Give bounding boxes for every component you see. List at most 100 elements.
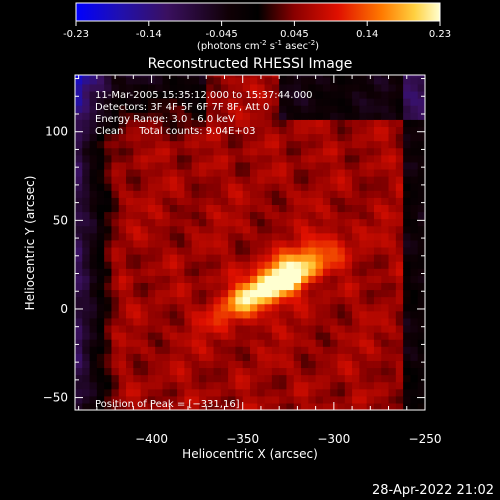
heatmap-cell	[220, 254, 229, 262]
heatmap-cell	[388, 388, 397, 397]
heatmap-cell	[147, 268, 156, 276]
heatmap-cell	[301, 140, 309, 149]
heatmap-cell	[118, 83, 127, 92]
heatmap-cell	[155, 395, 164, 404]
heatmap-cell	[235, 140, 244, 149]
heatmap-cell	[410, 296, 419, 305]
heatmap-cell	[242, 367, 251, 376]
heatmap-cell	[308, 275, 317, 283]
heatmap-cell	[126, 75, 134, 78]
heatmap-cell	[96, 310, 105, 319]
heatmap-cell	[366, 105, 375, 113]
heatmap-cell	[242, 76, 251, 85]
heatmap-cell	[264, 296, 273, 305]
heatmap-cell	[75, 232, 83, 241]
heatmap-cell	[82, 161, 91, 170]
heatmap-cell	[330, 90, 339, 99]
heatmap-cell	[75, 183, 83, 191]
heatmap-cell	[250, 381, 258, 390]
heatmap-cell	[206, 176, 215, 184]
heatmap-cell	[366, 303, 375, 312]
heatmap-cell	[257, 133, 266, 142]
heatmap-cell	[206, 360, 215, 369]
heatmap-cell	[177, 374, 185, 383]
heatmap-cell	[82, 268, 91, 276]
heatmap-cell	[242, 168, 251, 177]
heatmap-cell	[301, 395, 309, 404]
heatmap-cell	[155, 119, 164, 128]
heatmap-cell	[330, 367, 339, 376]
heatmap-cell	[191, 246, 200, 255]
heatmap-cell	[381, 83, 390, 92]
heatmap-cell	[315, 154, 324, 163]
heatmap-cell	[191, 119, 200, 128]
heatmap-cell	[198, 303, 207, 312]
heatmap-cell	[330, 254, 339, 262]
heatmap-cell	[220, 204, 229, 213]
heatmap-cell	[198, 310, 207, 319]
heatmap-cell	[155, 83, 164, 92]
heatmap-cell	[191, 183, 200, 191]
heatmap-cell	[315, 140, 324, 149]
heatmap-cell	[250, 317, 258, 326]
heatmap-cell	[250, 98, 258, 106]
heatmap-cell	[89, 261, 98, 269]
heatmap-cell	[89, 360, 98, 369]
heatmap-cell	[381, 119, 390, 128]
heatmap-cell	[330, 289, 339, 298]
heatmap-cell	[162, 402, 171, 410]
heatmap-cell	[293, 168, 302, 177]
heatmap-cell	[198, 211, 207, 220]
heatmap-cell	[381, 261, 390, 269]
heatmap-cell	[417, 239, 425, 248]
heatmap-cell	[220, 353, 229, 361]
heatmap-cell	[322, 126, 331, 135]
heatmap-cell	[352, 275, 360, 283]
heatmap-cell	[403, 261, 412, 269]
heatmap-cell	[417, 289, 425, 298]
heatmap-cell	[410, 154, 419, 163]
heatmap-cell	[184, 161, 193, 170]
heatmap-cell	[162, 154, 171, 163]
heatmap-cell	[118, 75, 127, 78]
heatmap-cell	[169, 381, 178, 390]
heatmap-cell	[330, 261, 339, 269]
heatmap-cell	[118, 310, 127, 319]
heatmap-cell	[169, 353, 178, 361]
heatmap-cell	[89, 190, 98, 198]
heatmap-cell	[82, 381, 91, 390]
heatmap-cell	[381, 232, 390, 241]
heatmap-cell	[257, 105, 266, 113]
heatmap-cell	[220, 289, 229, 298]
heatmap-cell	[366, 90, 375, 99]
heatmap-cell	[257, 261, 266, 269]
heatmap-cell	[250, 360, 258, 369]
heatmap-cell	[279, 225, 288, 234]
heatmap-cell	[162, 275, 171, 283]
heatmap-cell	[344, 133, 353, 142]
heatmap-cell	[213, 211, 222, 220]
heatmap-cell	[279, 190, 288, 198]
heatmap-cell	[315, 303, 324, 312]
heatmap-cell	[191, 147, 200, 156]
heatmap-cell	[155, 218, 164, 227]
heatmap-cell	[322, 176, 331, 184]
heatmap-cell	[388, 324, 397, 333]
heatmap-cell	[250, 275, 258, 283]
heatmap-cell	[337, 353, 346, 361]
heatmap-cell	[366, 388, 375, 397]
heatmap-cell	[322, 197, 331, 205]
heatmap-cell	[220, 211, 229, 220]
heatmap-cell	[366, 275, 375, 283]
heatmap-cell	[301, 190, 309, 198]
heatmap-cell	[322, 332, 331, 340]
heatmap-cell	[337, 381, 346, 390]
heatmap-cell	[198, 282, 207, 291]
heatmap-cell	[322, 204, 331, 213]
heatmap-cell	[228, 76, 237, 85]
heatmap-cell	[381, 90, 390, 99]
heatmap-cell	[118, 317, 127, 326]
heatmap-cell	[344, 176, 353, 184]
heatmap-cell	[403, 360, 412, 369]
heatmap-cell	[206, 75, 215, 78]
